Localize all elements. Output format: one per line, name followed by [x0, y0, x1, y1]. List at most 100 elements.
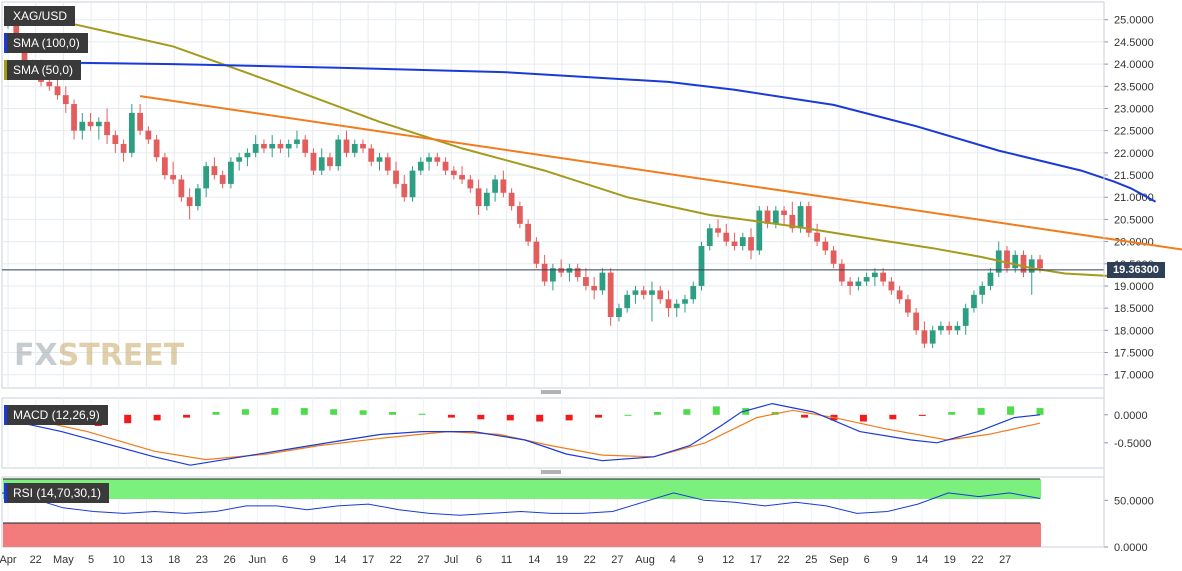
y-tick-label: 23.5000: [1114, 81, 1154, 93]
x-tick-label: Sep: [829, 554, 849, 566]
x-tick-label: Jul: [444, 554, 458, 566]
candle-down: [211, 166, 218, 176]
candle-down: [830, 250, 837, 264]
candle-up: [95, 121, 102, 127]
candle-up: [79, 121, 86, 131]
candle-up: [1028, 259, 1035, 273]
candle-down: [434, 157, 441, 162]
sma100-label[interactable]: SMA (100,0): [4, 33, 88, 53]
x-tick-label: 12: [722, 554, 734, 566]
fxstreet-watermark: FXSTREET: [14, 338, 184, 373]
candle-up: [417, 161, 424, 171]
y-tick-label: 18.0000: [1114, 325, 1154, 337]
candle-down: [665, 299, 672, 309]
candle-up: [624, 294, 631, 309]
candle-up: [566, 268, 573, 273]
macd-histogram-bar-positive: [742, 408, 750, 415]
sma50-label[interactable]: SMA (50,0): [4, 60, 82, 80]
candle-down: [781, 210, 787, 215]
rsi-swatch: [4, 483, 7, 503]
x-tick-label: 26: [223, 554, 235, 566]
candle-down: [46, 81, 53, 87]
macd-histogram-bar-positive: [418, 413, 426, 415]
y-tick-label: 20.5000: [1114, 214, 1154, 226]
candle-up: [954, 325, 961, 331]
rsi-y-tick-label: 0.0000: [1114, 542, 1148, 554]
macd-histogram-bar-positive: [271, 408, 279, 415]
macd-histogram-bar-positive: [948, 412, 956, 415]
x-tick-label: 9: [697, 554, 703, 566]
x-tick-label: 5: [88, 554, 94, 566]
x-tick-label: 22: [971, 554, 983, 566]
y-tick-label: 23.0000: [1114, 103, 1154, 115]
candle-down: [442, 161, 449, 171]
candle-up: [244, 152, 251, 158]
x-tick-label: 6: [476, 554, 482, 566]
candle-down: [21, 41, 28, 65]
macd-histogram-bar-negative: [595, 414, 603, 418]
x-tick-label: 6: [282, 554, 288, 566]
macd-histogram-bar-negative: [536, 414, 544, 422]
x-tick-label: 4: [670, 554, 676, 566]
x-tick-label: 27: [417, 554, 429, 566]
macd-histogram-bar-negative: [447, 414, 455, 418]
candle-up: [863, 277, 870, 282]
candle-down: [591, 285, 598, 291]
candle-up: [335, 139, 342, 167]
macd-histogram-bar-negative: [801, 414, 809, 418]
x-tick-label: 27: [999, 554, 1011, 566]
candle-down: [896, 290, 903, 300]
sma100-swatch: [4, 33, 7, 53]
y-tick-label: 17.0000: [1114, 370, 1154, 382]
candle-up: [599, 272, 606, 291]
candle-up: [971, 294, 977, 309]
resistance-trendline: [139, 95, 1182, 251]
candle-up: [228, 161, 234, 184]
candle-down: [178, 179, 185, 198]
candle-down: [533, 241, 540, 264]
candle-up: [682, 299, 688, 304]
candle-up: [772, 210, 779, 224]
macd-label-text: MACD (12,26,9): [13, 408, 100, 422]
candle-down: [822, 241, 829, 251]
x-tick-label: 22: [777, 554, 789, 566]
candle-down: [500, 179, 507, 193]
y-tick-label: 17.5000: [1114, 348, 1154, 360]
rsi-label[interactable]: RSI (14,70,30,1): [4, 483, 110, 503]
candle-down: [153, 139, 160, 158]
macd-histogram-bar-negative: [183, 414, 191, 418]
candle-up: [203, 166, 210, 189]
y-tick-label: 21.5000: [1114, 170, 1154, 182]
macd-histogram-bar-positive: [300, 408, 308, 415]
candle-down: [384, 157, 391, 171]
candle-up: [938, 325, 944, 331]
x-tick-label: May: [53, 554, 74, 566]
candle-up: [1012, 254, 1019, 269]
candle-down: [87, 121, 94, 127]
candle-up: [376, 157, 383, 162]
macd-swatch: [4, 405, 7, 425]
candle-down: [764, 210, 771, 224]
candle-down: [343, 139, 350, 153]
candle-down: [541, 263, 548, 282]
x-tick-label: 22: [30, 554, 42, 566]
sma100-line: [7, 60, 1157, 203]
x-tick-label: 22: [390, 554, 402, 566]
candle-down: [946, 325, 953, 331]
y-tick-label: 25.0000: [1114, 15, 1154, 27]
macd-label[interactable]: MACD (12,26,9): [4, 405, 108, 425]
y-tick-label: 22.0000: [1114, 148, 1154, 160]
candle-down: [120, 143, 127, 153]
candle-up: [871, 272, 878, 278]
x-tick-label: Jun: [248, 554, 266, 566]
symbol-label[interactable]: XAG/USD: [4, 6, 76, 26]
candle-down: [731, 241, 738, 247]
candle-down: [475, 188, 482, 207]
x-tick-label: 14: [334, 554, 346, 566]
candle-down: [170, 175, 177, 180]
candle-down: [640, 290, 647, 295]
macd-histogram-bar-negative: [918, 414, 926, 416]
candle-down: [838, 263, 845, 282]
candle-down: [723, 232, 730, 242]
